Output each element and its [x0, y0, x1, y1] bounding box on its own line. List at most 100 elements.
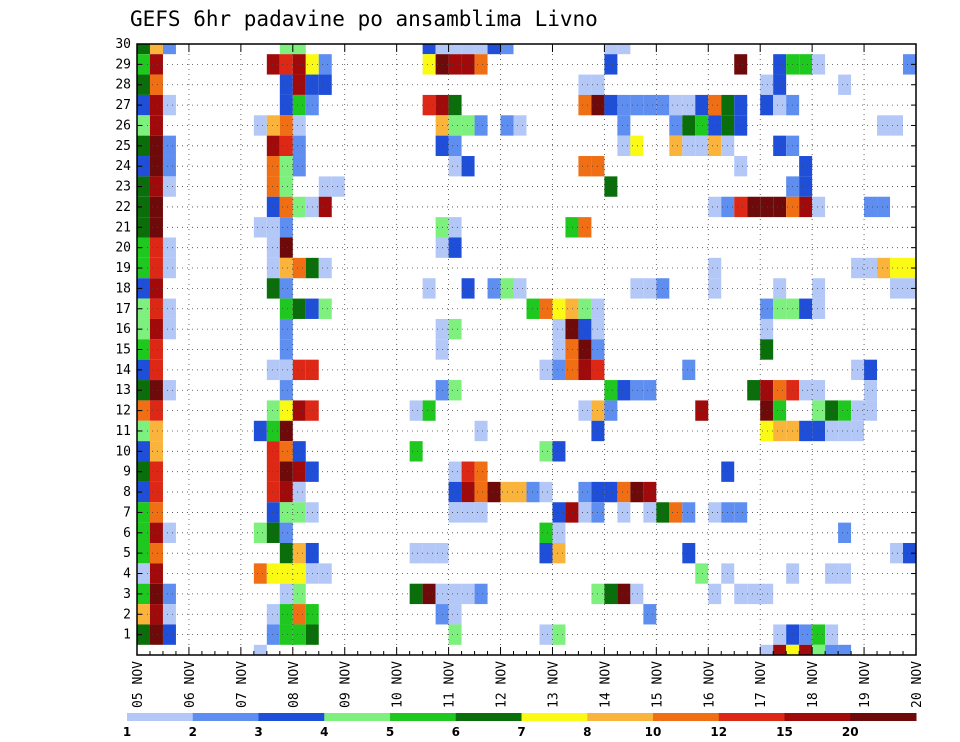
heatmap-cell-m15-t48	[760, 339, 774, 360]
heatmap-cell-m25-t38	[630, 135, 644, 157]
heatmap-cell-m12-t34	[578, 400, 592, 421]
heatmap-cell-m14-t10	[266, 359, 280, 381]
colorbar-swatch	[258, 713, 325, 721]
heatmap-cell-m8-t0	[137, 481, 150, 503]
colorbar-label: 1	[123, 725, 131, 739]
y-tick-label: 13	[115, 383, 131, 398]
colorbar-swatch	[521, 713, 588, 721]
colorbar-swatch	[718, 713, 785, 721]
heatmap-cell-m7-t24	[448, 502, 462, 523]
heatmap-cell-m9-t1	[149, 461, 163, 482]
heatmap-cell-m26-t29	[513, 115, 527, 136]
heatmap-cell-m27-t12	[292, 94, 306, 116]
x-tick-label: 16 NOV	[702, 661, 717, 708]
heatmap-cell-m25-t0	[137, 135, 150, 157]
heatmap-cell-m27-t24	[448, 94, 462, 116]
heatmap-cell-m10-t1	[149, 441, 163, 462]
heatmap-cell-m19-t0	[137, 257, 150, 279]
heatmap-cell-m20-t10	[266, 237, 280, 258]
heatmap-cell-m30-t23	[435, 44, 449, 55]
heatmap-cell-m1-t10	[266, 624, 280, 645]
heatmap-cell-m8-t26	[474, 481, 488, 503]
x-tick-label: 11 NOV	[443, 661, 458, 708]
heatmap-cell-m16-t33	[565, 318, 579, 340]
y-tick-label: 9	[123, 465, 131, 480]
heatmap-cell-m18-t38	[630, 278, 644, 299]
heatmap-cell-m6-t31	[539, 522, 553, 543]
heatmap-cell-m27-t11	[279, 94, 293, 116]
heatmap-cell-m9-t0	[137, 461, 150, 482]
heatmap-cell-m22-t12	[292, 196, 306, 218]
heatmap-cell-m25-t10	[266, 135, 280, 157]
heatmap-cell-m11-t1	[149, 420, 163, 442]
heatmap-cell-m19-t1	[149, 257, 163, 279]
heatmap-cell-m0-t53	[825, 644, 839, 655]
heatmap-cell-m1-t12	[292, 624, 306, 645]
heatmap-cell-m18-t58	[890, 278, 904, 299]
heatmap-cell-m29-t26	[474, 54, 488, 75]
heatmap-cell-m14-t56	[864, 359, 878, 381]
heatmap-cell-m30-t26	[474, 44, 488, 55]
heatmap-cell-m21-t34	[578, 217, 592, 238]
heatmap-cell-m28-t54	[838, 74, 852, 95]
heatmap-cell-m7-t44	[708, 502, 722, 523]
y-tick-label: 4	[123, 567, 131, 582]
heatmap-cell-m29-t51	[799, 54, 813, 75]
colorbar-label: 7	[517, 725, 525, 739]
heatmap-cell-m4-t9	[253, 563, 267, 584]
heatmap-cell-m27-t38	[630, 94, 644, 116]
heatmap-cell-m13-t11	[279, 380, 293, 401]
heatmap-cell-m7-t41	[669, 502, 683, 523]
x-tick-label: 12 NOV	[495, 661, 510, 708]
heatmap-cell-m14-t31	[539, 359, 553, 381]
colorbar-label: 3	[254, 725, 262, 739]
heatmap-cell-m29-t22	[422, 54, 436, 75]
heatmap-cell-m9-t10	[266, 461, 280, 482]
heatmap-cell-m22-t10	[266, 196, 280, 218]
heatmap-cell-m1-t49	[773, 624, 787, 645]
heatmap-cell-m3-t24	[448, 583, 462, 605]
heatmap-cell-m18-t27	[487, 278, 501, 299]
heatmap-cell-m1-t11	[279, 624, 293, 645]
heatmap-cell-m25-t24	[448, 135, 462, 157]
heatmap-cell-m3-t44	[708, 583, 722, 605]
heatmap-cell-m24-t12	[292, 156, 306, 177]
heatmap-cell-m3-t26	[474, 583, 488, 605]
heatmap-cell-m15-t1	[149, 339, 163, 360]
heatmap-cell-m24-t2	[162, 156, 176, 177]
heatmap-cell-m29-t1	[149, 54, 163, 75]
heatmap-cell-m17-t48	[760, 298, 774, 319]
heatmap-cell-m17-t49	[773, 298, 787, 319]
chart-title: GEFS 6hr padavine po ansamblima Livno	[130, 7, 598, 31]
y-tick-label: 14	[115, 363, 131, 378]
heatmap-cell-m5-t1	[149, 542, 163, 564]
heatmap-cell-m17-t0	[137, 298, 150, 319]
heatmap-cell-m23-t10	[266, 176, 280, 197]
heatmap-cell-m0-t9	[253, 644, 267, 655]
heatmap-cell-m10-t11	[279, 441, 293, 462]
heatmap-cell-m3-t21	[409, 583, 423, 605]
y-tick-label: 3	[123, 587, 131, 602]
heatmap-cell-m6-t10	[266, 522, 280, 543]
heatmap-cell-m5-t31	[539, 542, 553, 564]
heatmap-cell-m19-t58	[890, 257, 904, 279]
heatmap-cell-m28-t1	[149, 74, 163, 95]
heatmap-cell-m24-t1	[149, 156, 163, 177]
heatmap-cell-m7-t0	[137, 502, 150, 523]
heatmap-cell-m14-t32	[552, 359, 566, 381]
heatmap-cell-m17-t11	[279, 298, 293, 319]
heatmap-cell-m7-t34	[578, 502, 592, 523]
heatmap-cell-m2-t2	[162, 604, 176, 625]
heatmap-cell-m5-t32	[552, 542, 566, 564]
y-tick-label: 17	[115, 302, 131, 317]
heatmap-cell-m3-t37	[617, 583, 631, 605]
heatmap-cell-m27-t49	[773, 94, 787, 116]
heatmap-cell-m30-t37	[617, 44, 631, 55]
y-tick-label: 15	[115, 343, 131, 358]
heatmap-cell-m7-t39	[643, 502, 657, 523]
heatmap-cell-m3-t47	[747, 583, 761, 605]
y-tick-label: 16	[115, 322, 131, 337]
heatmap-cell-m22-t0	[137, 196, 150, 218]
heatmap-cell-m17-t34	[578, 298, 592, 319]
heatmap-cell-m6-t0	[137, 522, 150, 543]
